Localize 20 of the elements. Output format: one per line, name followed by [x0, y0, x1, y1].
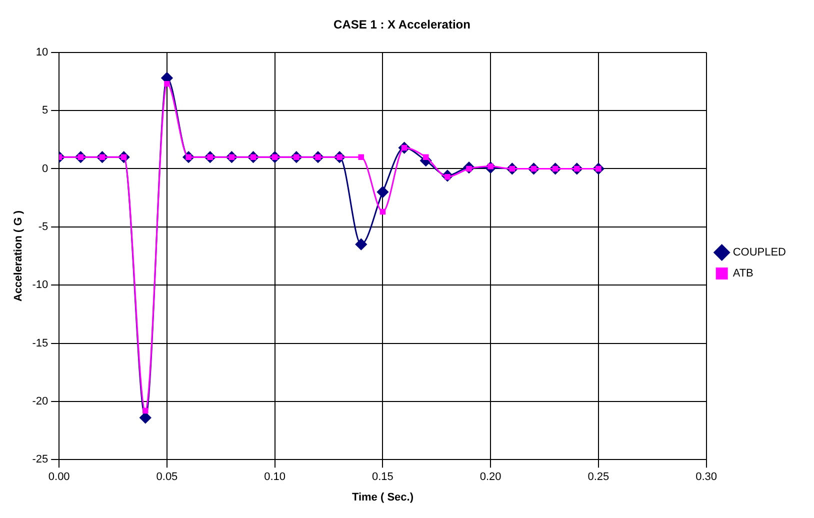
y-tick-label: -20	[32, 395, 48, 408]
y-axis-title: Acceleration ( G )	[12, 210, 25, 302]
y-tick-label: 5	[42, 104, 48, 117]
y-tick-label: -5	[38, 220, 48, 233]
y-tick-label: -10	[32, 279, 48, 292]
x-tick-label: 0.05	[156, 471, 178, 484]
x-tick-label: 0.00	[48, 471, 70, 484]
x-tick-label: 0.10	[264, 471, 286, 484]
x-tick-label: 0.25	[588, 471, 610, 484]
y-tick-label: -25	[32, 454, 48, 466]
x-axis-title: Time ( Sec.)	[352, 491, 414, 504]
x-tick-label: 0.20	[480, 471, 502, 484]
y-tick-label: 0	[42, 162, 48, 175]
x-tick-label: 0.30	[696, 471, 718, 484]
chart-title: CASE 1 : X Acceleration	[334, 18, 470, 32]
legend-label: ATB	[732, 268, 754, 280]
y-tick-label: 10	[36, 46, 48, 58]
x-tick-label: 0.15	[372, 471, 394, 484]
y-tick-label: -15	[32, 337, 48, 350]
legend-label: COUPLED	[732, 246, 786, 259]
